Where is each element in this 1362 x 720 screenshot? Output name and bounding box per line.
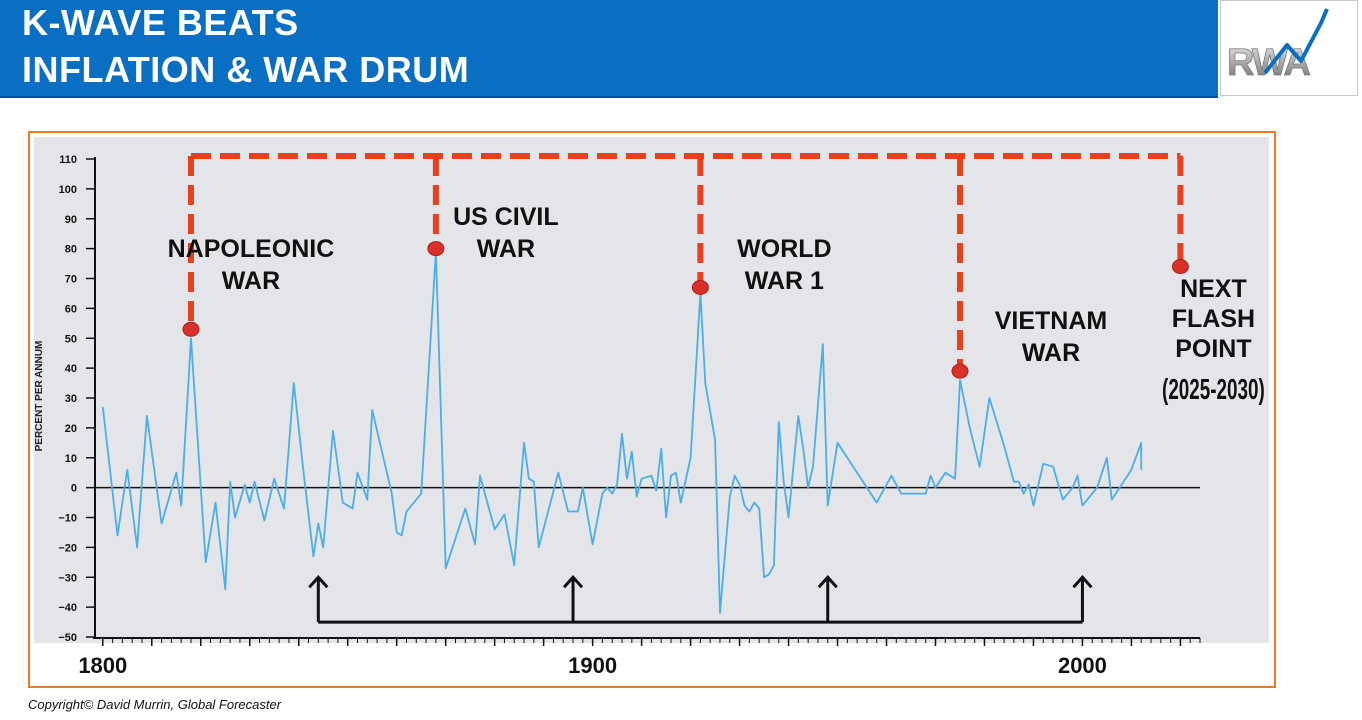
series [101,250,1143,615]
title-banner: K-WAVE BEATS INFLATION & WAR DRUM [0,0,1218,98]
y-tick-label: −30 [58,572,77,584]
inflation-chart: 1101009080706050403020100−10−20−30−40−50… [30,133,1274,686]
annotation-next-flash-line-3: POINT [1175,335,1251,363]
war-overlay: NAPOLEONIC WAR US CIVIL WAR WORLD WAR 1 VIETNA… [168,153,1265,406]
annotation-world-war-1-line-2: WAR 1 [745,267,824,295]
annotation-us-civil-line-2: WAR [477,235,535,263]
x-tick-label: 1800 [78,653,127,678]
war-marker-napoleonic [182,321,200,337]
annotation-vietnam-line-2: WAR [1022,339,1080,367]
y-tick-label: 90 [65,214,77,226]
cycle-arrow-head [817,575,838,589]
logo-wordmark: RWA [1227,42,1311,84]
cycle-arrow-head [1072,575,1093,589]
x-tick-label: 1900 [568,653,617,678]
y-axis-label: PERCENT PER ANNUM [34,341,45,452]
annotation-world-war-1-line-1: WORLD [737,235,831,263]
y-tick-label: 0 [71,483,77,495]
annotation-napoleonic-line-1: NAPOLEONIC [168,235,335,263]
y-tick-label: 110 [59,154,77,166]
war-marker-world-war-1 [691,279,709,295]
rwa-logo: RWA [1220,0,1358,96]
y-tick-label: −10 [58,513,77,525]
title-line-1: K-WAVE BEATS [22,2,299,43]
inflation-series-line [101,250,1143,615]
y-tick-label: 10 [65,453,77,465]
annotation-next-flash-line-2: FLASH [1172,305,1255,333]
y-tick-label: 80 [65,244,77,256]
war-marker-next-flash [1171,259,1189,275]
copyright-note: Copyright© David Murrin, Global Forecast… [28,697,282,712]
plot-background [34,137,1269,643]
y-tick-label: 100 [59,184,77,196]
y-tick-label: 20 [65,423,77,435]
y-tick-label: 50 [65,333,77,345]
war-marker-vietnam [951,363,969,379]
chart-frame: 110 100 90 80 70 60 50 40 30 20 10 0 −10 −20 −30 −40 −50… [28,131,1276,688]
annotation-us-civil-line-1: US CIVIL [453,203,559,231]
cycle-arrow-head [308,575,329,589]
y-tick-label: 30 [65,393,77,405]
axes: 1101009080706050403020100−10−20−30−40−50… [58,154,1201,678]
war-marker-us-civil [427,241,445,257]
y-tick-label: 70 [65,274,77,286]
y-tick-label: 40 [65,363,77,375]
cycle-arrow-head [562,575,584,589]
annotation-next-flash-line-1: NEXT [1180,275,1247,303]
cycle-arrows [308,575,1093,624]
logo-swoosh [1263,8,1329,75]
x-tick-label: 2000 [1058,653,1107,678]
title-line-2: INFLATION & WAR DRUM [22,49,470,90]
annotation-napoleonic-line-2: WAR [222,267,280,295]
y-tick-label: 60 [65,303,77,315]
y-tick-label: −50 [58,632,77,644]
y-tick-label: −40 [58,602,77,614]
y-tick-label: −20 [58,542,77,554]
annotation-next-flash-line-4: (2025-2030) [1162,374,1265,406]
annotation-vietnam-line-1: VIETNAM [995,307,1108,335]
